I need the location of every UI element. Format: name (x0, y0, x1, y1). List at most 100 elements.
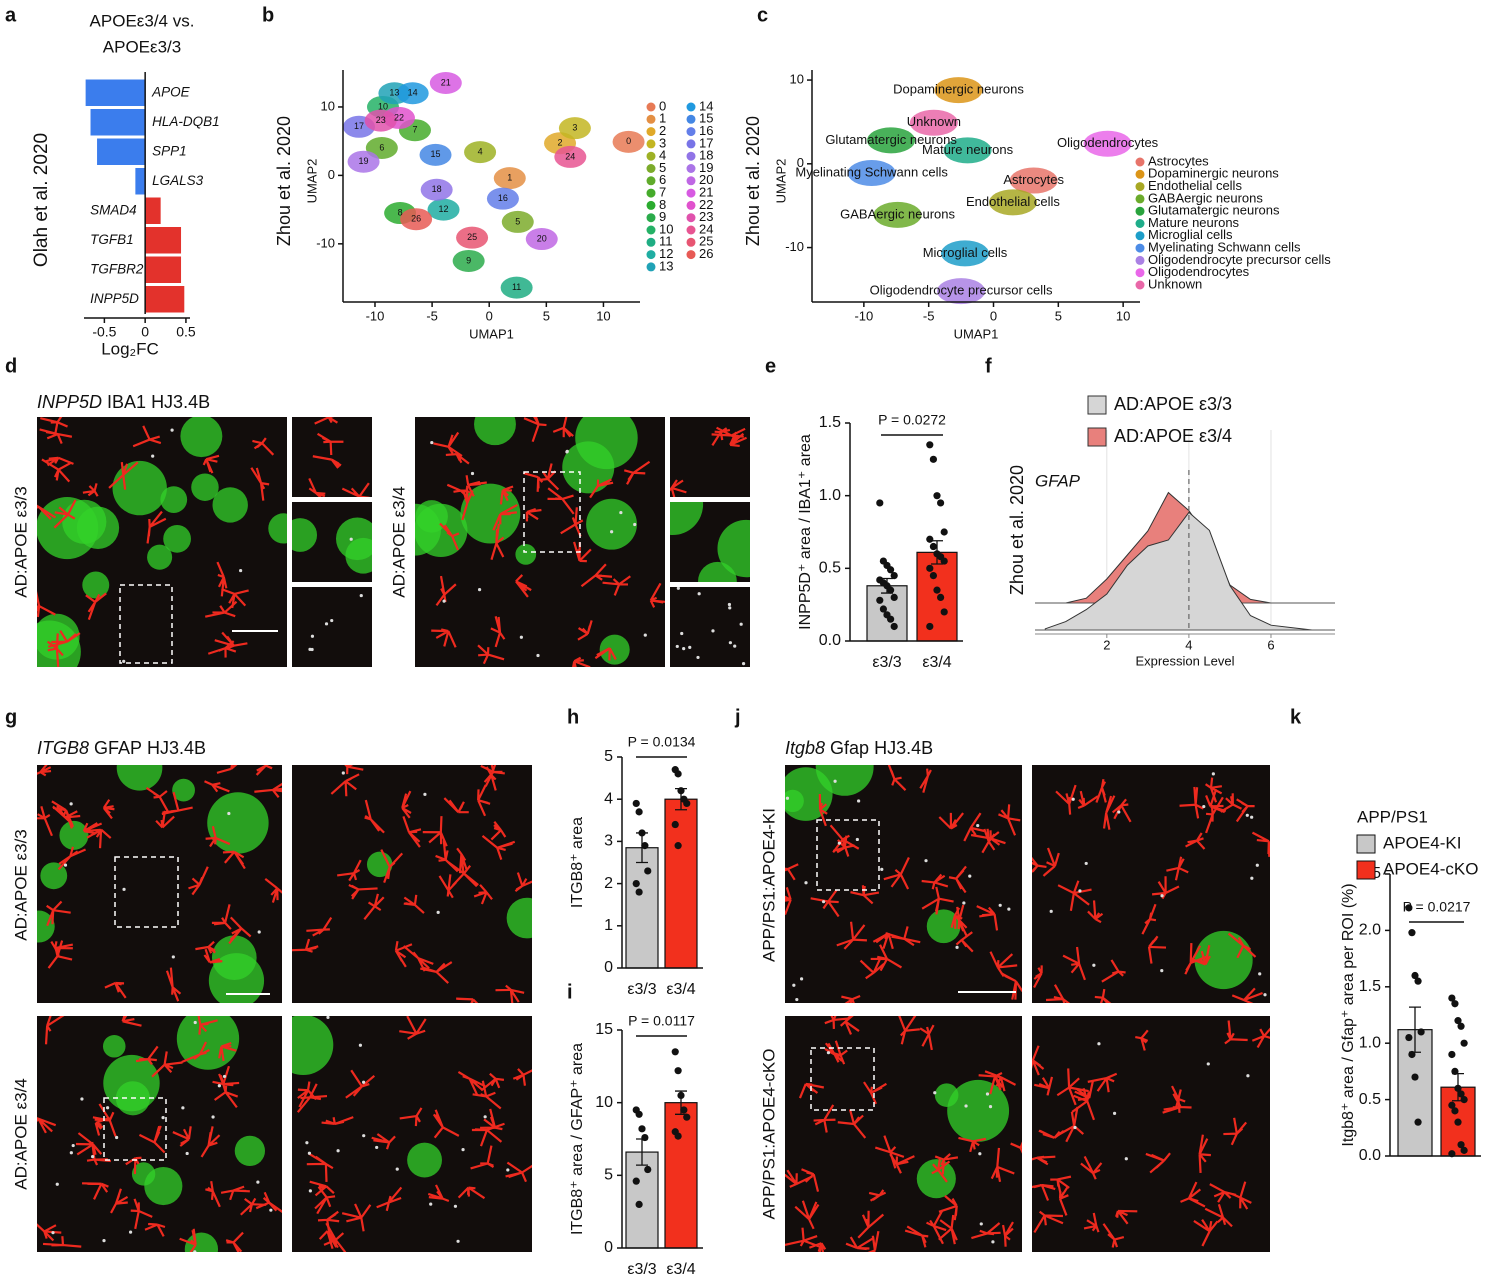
cell-process (1033, 1210, 1064, 1233)
stain-label: HJ3.4B (874, 738, 933, 758)
puncta (477, 588, 482, 592)
plaque (345, 537, 372, 574)
legend-label: Unknown (1148, 276, 1202, 291)
cell-process (211, 904, 232, 930)
cluster-label: Myelinating Schwann cells (795, 164, 948, 179)
panel-letter: g (5, 706, 17, 728)
cell-process (132, 425, 162, 448)
data-point (940, 557, 948, 565)
cell-process (82, 1182, 109, 1200)
cell-process (214, 631, 248, 650)
puncta (1097, 1042, 1101, 1046)
cell-process (364, 799, 385, 834)
plaque (268, 513, 287, 544)
plaque (147, 544, 173, 570)
plaque (207, 792, 269, 854)
puncta (1112, 1111, 1117, 1116)
zoom-box (114, 856, 179, 928)
puncta (711, 629, 715, 633)
legend-marker (686, 176, 696, 186)
data-point (677, 1091, 685, 1099)
cell-process (75, 1132, 103, 1156)
cell-process (867, 1230, 880, 1252)
data-point (926, 622, 934, 631)
cell-process (499, 485, 514, 505)
cell-process (399, 1016, 427, 1040)
cluster-cloud (400, 208, 433, 231)
y-tick-label: 1.0 (1359, 1034, 1381, 1051)
bar (145, 286, 185, 313)
cell-process (203, 948, 223, 964)
cell-process (181, 1041, 210, 1063)
plaque (144, 1166, 183, 1206)
x-tick-label: -0.5 (92, 324, 116, 340)
cell-process (461, 485, 474, 521)
chart-title: GFAP (1035, 471, 1081, 490)
panel-letter: d (5, 355, 17, 377)
cell-process (998, 804, 1021, 836)
puncta (619, 510, 623, 515)
y-axis-label-outer: Zhou et al. 2020 (274, 116, 294, 246)
cell-process (204, 780, 230, 793)
legend-label: Astrocytes (1148, 153, 1209, 168)
legend-label: 1 (659, 111, 666, 126)
cell-process (1102, 795, 1116, 830)
puncta (643, 633, 647, 637)
cell-process (145, 786, 170, 813)
plaque (506, 897, 532, 939)
cell-process (1038, 1129, 1065, 1139)
cell-process (955, 931, 974, 953)
legend-label: APOE4-KI (1383, 833, 1461, 852)
data-point (641, 842, 649, 850)
cell-process (931, 1157, 951, 1183)
puncta (610, 530, 614, 534)
cell-process (490, 821, 507, 841)
puncta (128, 1230, 133, 1234)
cell-process (824, 1016, 849, 1029)
puncta (955, 945, 959, 949)
cell-process (1162, 1093, 1192, 1114)
cluster-cloud (420, 178, 453, 201)
bar (664, 798, 698, 969)
y-tick-label: 0.5 (819, 560, 841, 577)
data-point (1457, 1090, 1465, 1098)
bar (145, 256, 182, 283)
cell-process (1032, 1045, 1045, 1076)
cluster-cloud (501, 210, 534, 233)
plaque (82, 571, 110, 599)
legend-swatch (1356, 834, 1376, 854)
cluster-cloud (419, 143, 452, 166)
data-point (1451, 1000, 1459, 1008)
cell-process (363, 893, 385, 921)
cluster-label: GABAergic neurons (840, 206, 955, 221)
panel-letter: f (985, 355, 992, 377)
legend-label: 23 (699, 209, 713, 224)
x-tick-label: ε3/3 (872, 654, 901, 671)
cell-process (1055, 784, 1077, 815)
data-point (1454, 1084, 1462, 1092)
cluster-label: 9 (466, 255, 471, 265)
cell-process (254, 782, 282, 799)
plaque (575, 417, 638, 470)
legend-label: 25 (699, 234, 713, 249)
legend-label: GABAergic neurons (1148, 190, 1263, 205)
legend-marker (646, 164, 656, 173)
data-point (926, 441, 934, 449)
bar (916, 551, 958, 642)
cell-process (1209, 1183, 1237, 1203)
x-tick-label: -5 (426, 308, 438, 323)
puncta (506, 1168, 510, 1172)
y-tick-label: 0.5 (1359, 1091, 1381, 1108)
legend-marker (646, 188, 656, 198)
data-point (635, 808, 643, 816)
zoom-box (810, 1047, 875, 1111)
puncta (728, 606, 732, 610)
legend-label: 14 (699, 98, 713, 113)
cell-process (432, 1109, 460, 1139)
data-point (632, 799, 640, 808)
puncta (442, 599, 446, 603)
plaque (62, 499, 107, 544)
puncta (795, 997, 799, 1002)
legend-label: 0 (659, 98, 666, 113)
cell-process (1171, 1085, 1186, 1113)
